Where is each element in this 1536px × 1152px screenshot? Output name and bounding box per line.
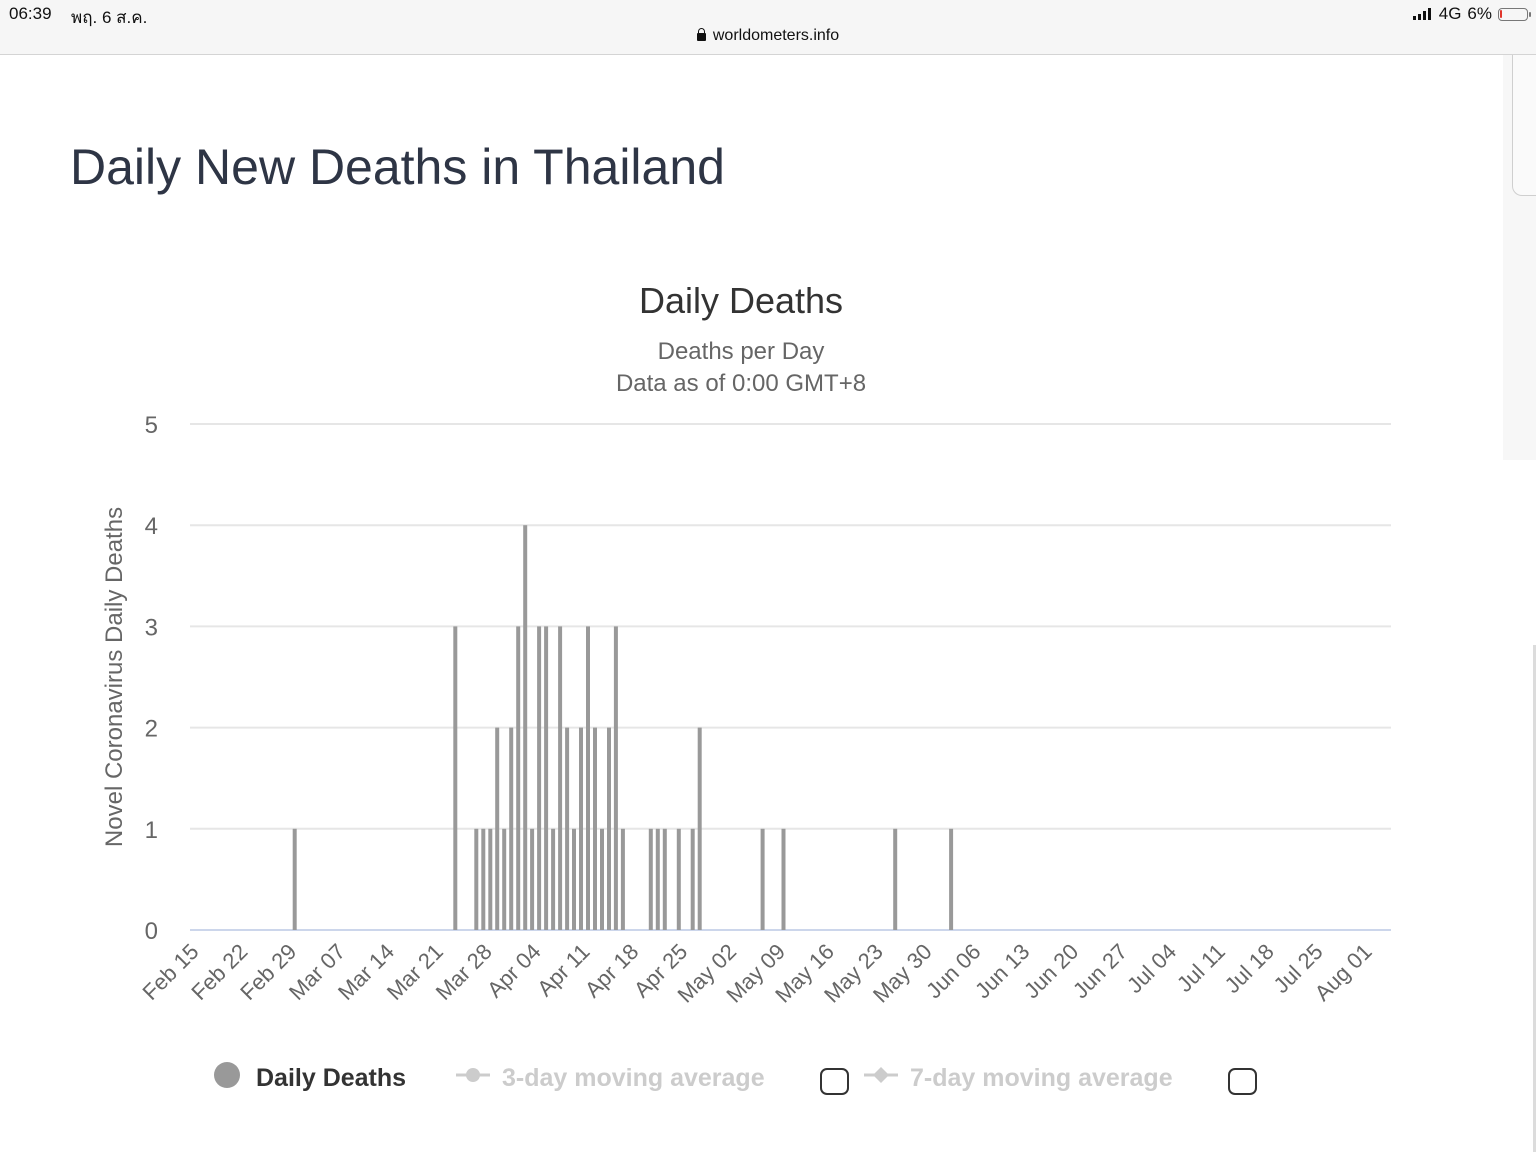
bar[interactable] xyxy=(662,828,667,930)
bar[interactable] xyxy=(509,727,514,930)
x-tick-label: Jun 06 xyxy=(921,939,985,1003)
legend-marker-7day[interactable] xyxy=(873,1067,889,1083)
bar[interactable] xyxy=(516,626,521,930)
page-title: Daily New Deaths in Thailand xyxy=(70,139,725,195)
y-tick-label: 3 xyxy=(145,614,158,641)
signal-icon xyxy=(1412,8,1431,20)
bar[interactable] xyxy=(600,828,604,930)
bar[interactable] xyxy=(655,828,660,930)
bar[interactable] xyxy=(620,828,625,930)
y-tick-label: 2 xyxy=(145,716,158,743)
legend-marker-3day[interactable] xyxy=(466,1068,480,1082)
battery-percent: 6% xyxy=(1467,4,1492,23)
bar[interactable] xyxy=(537,626,542,930)
chart-subtitle-line-1: Deaths per Day xyxy=(658,338,825,365)
bar[interactable] xyxy=(586,626,590,930)
legend-marker-daily-deaths[interactable] xyxy=(214,1062,240,1088)
scroll-edge xyxy=(1533,645,1536,1152)
address-bar[interactable]: worldometers.info xyxy=(0,27,1536,45)
bar[interactable] xyxy=(565,727,570,930)
x-tick-label: Mar 28 xyxy=(431,939,497,1005)
x-tick-label: Jul 04 xyxy=(1122,939,1181,998)
x-tick-label: Jun 20 xyxy=(1019,939,1083,1003)
x-tick-label: Jun 27 xyxy=(1068,939,1132,1003)
status-date: พฤ. 6 ส.ค. xyxy=(71,8,148,27)
x-tick-label: Jul 18 xyxy=(1220,939,1279,998)
bar[interactable] xyxy=(949,828,954,930)
battery-icon xyxy=(1498,7,1531,21)
y-tick-label: 0 xyxy=(145,918,158,945)
network-type: 4G xyxy=(1438,4,1462,23)
bar[interactable] xyxy=(292,828,297,930)
url-text: worldometers.info xyxy=(712,27,840,44)
bar[interactable] xyxy=(530,828,535,930)
bar[interactable] xyxy=(676,828,681,930)
x-tick-label: Jun 13 xyxy=(970,939,1034,1003)
status-indicators: 4G 6% xyxy=(1412,4,1531,24)
chart-title: Daily Deaths xyxy=(639,280,843,321)
legend-label-3day[interactable]: 3-day moving average xyxy=(502,1064,765,1092)
bar[interactable] xyxy=(760,828,765,930)
bar[interactable] xyxy=(607,727,611,930)
bar[interactable] xyxy=(893,828,898,930)
x-tick-label: Apr 04 xyxy=(482,939,546,1003)
y-tick-label: 1 xyxy=(145,817,158,844)
y-tick-labels: 0 1 2 3 4 5 xyxy=(145,412,158,945)
y-tick-label: 4 xyxy=(145,513,158,540)
bar[interactable] xyxy=(690,828,695,930)
legend-label-daily-deaths[interactable]: Daily Deaths xyxy=(256,1064,406,1092)
scroll-handle[interactable] xyxy=(1512,55,1536,196)
bar[interactable] xyxy=(781,828,786,930)
y-tick-label: 5 xyxy=(145,412,158,439)
bar[interactable] xyxy=(488,828,493,930)
bar[interactable] xyxy=(453,626,458,930)
bar[interactable] xyxy=(523,525,528,930)
legend-checkbox-7day[interactable] xyxy=(1228,1068,1257,1095)
bar[interactable] xyxy=(502,828,507,930)
lock-icon xyxy=(696,28,706,41)
legend-checkbox-3day[interactable] xyxy=(820,1068,849,1095)
x-tick-label: Jul 11 xyxy=(1172,939,1230,997)
x-tick-label: Apr 18 xyxy=(580,939,644,1003)
bar[interactable] xyxy=(579,727,583,930)
status-bar: 06:39 พฤ. 6 ส.ค. 4G 6% worldometers.info xyxy=(0,0,1536,55)
bar[interactable] xyxy=(648,828,653,930)
bar[interactable] xyxy=(474,828,479,930)
bar[interactable] xyxy=(572,828,576,930)
legend-label-7day[interactable]: 7-day moving average xyxy=(910,1064,1173,1092)
bar[interactable] xyxy=(544,626,549,930)
bar[interactable] xyxy=(495,727,500,930)
y-axis-label: Novel Coronavirus Daily Deaths xyxy=(101,507,128,847)
gridlines xyxy=(190,423,1391,931)
status-time: 06:39 xyxy=(9,4,52,23)
legend: Daily Deaths 3-day moving average 7-day mo… xyxy=(214,1062,1257,1095)
bar[interactable] xyxy=(558,626,563,930)
x-tick-label: Apr 11 xyxy=(532,939,594,1001)
bar[interactable] xyxy=(593,727,597,930)
chart-subtitle-line-2: Data as of 0:00 GMT+8 xyxy=(616,370,866,397)
battery-fill xyxy=(1500,9,1502,18)
bar[interactable] xyxy=(613,626,618,930)
bars xyxy=(292,525,954,930)
bar[interactable] xyxy=(551,828,556,930)
bar[interactable] xyxy=(481,828,486,930)
bar[interactable] xyxy=(697,727,702,930)
